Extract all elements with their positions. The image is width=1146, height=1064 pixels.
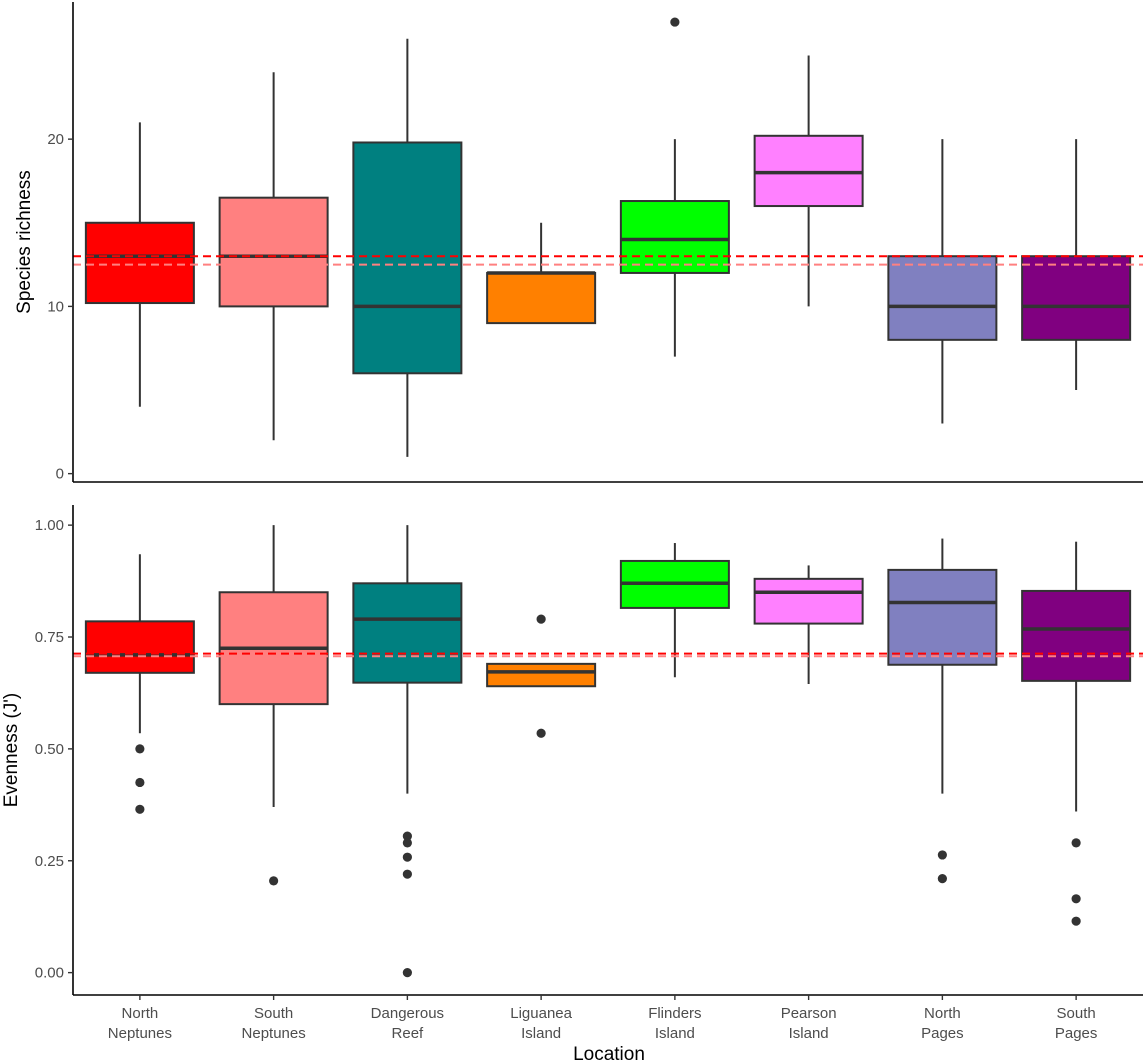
x-tick-label-line: Island xyxy=(521,1025,561,1042)
box-iqr xyxy=(486,271,597,325)
y-tick-label: 0.75 xyxy=(35,629,64,646)
x-tick-label-line: Reef xyxy=(392,1025,425,1042)
box-iqr xyxy=(887,255,998,341)
box-group-5 xyxy=(619,543,730,678)
x-tick-label-line: Flinders xyxy=(648,1005,701,1022)
x-tick-label-line: South xyxy=(1057,1005,1096,1022)
box-group-2 xyxy=(218,525,329,886)
outlier-point xyxy=(402,852,412,862)
box-group-4 xyxy=(486,222,597,325)
box-iqr xyxy=(1021,589,1132,682)
outlier-point xyxy=(536,614,546,624)
box-iqr xyxy=(486,662,597,688)
box-iqr xyxy=(1021,255,1132,341)
x-tick-label: Flinders Island xyxy=(648,1005,701,1042)
x-tick-label: North Neptunes xyxy=(108,1005,172,1042)
y-axis-title: Evenness (J') xyxy=(1,693,22,808)
x-tick-label: Dangerous Reef xyxy=(371,1005,444,1042)
y-axis-title: Species richness xyxy=(14,170,35,314)
box-group-1 xyxy=(84,122,195,407)
x-tick-label-line: Island xyxy=(789,1025,829,1042)
outlier-point xyxy=(402,838,412,848)
x-tick-label: North Pages xyxy=(921,1005,964,1042)
box-iqr xyxy=(84,620,195,674)
y-tick-label: 10 xyxy=(47,298,64,315)
x-tick-label: South Neptunes xyxy=(242,1005,306,1042)
box-group-3 xyxy=(352,525,463,978)
y-tick-label: 0 xyxy=(56,466,64,483)
outlier-point xyxy=(1071,916,1081,926)
outlier-point xyxy=(1071,838,1081,848)
x-tick-label-line: Liguanea xyxy=(510,1005,572,1022)
box-group-6 xyxy=(753,55,864,307)
box-group-2 xyxy=(218,72,329,441)
box-iqr xyxy=(753,577,864,625)
y-tick-label: 0.00 xyxy=(35,965,64,982)
box-group-7 xyxy=(887,139,998,424)
x-tick-label-line: Pages xyxy=(1055,1025,1098,1042)
y-tick-label: 1.00 xyxy=(35,517,64,534)
evenness-panel: 0.00 0.25 0.50 0.75 1.00 Evenness (J') xyxy=(1,505,1143,1000)
box-group-4 xyxy=(486,614,597,738)
outlier-point xyxy=(269,876,279,886)
x-tick-label-line: Island xyxy=(655,1025,695,1042)
x-tick-label-line: Neptunes xyxy=(242,1025,306,1042)
outlier-point xyxy=(937,874,947,884)
x-tick-label-line: Neptunes xyxy=(108,1025,172,1042)
box-group-5 xyxy=(619,17,730,357)
box-iqr xyxy=(218,196,329,308)
box-group-6 xyxy=(753,565,864,684)
x-tick-label: South Pages xyxy=(1055,1005,1098,1042)
box-group-8 xyxy=(1021,541,1132,926)
outlier-point xyxy=(135,744,145,754)
x-tick-label-line: Pearson xyxy=(781,1005,837,1022)
box-iqr xyxy=(84,221,195,305)
species-richness-panel: 0 10 20 Species richness xyxy=(14,2,1143,483)
x-tick-label-line: South xyxy=(254,1005,293,1022)
outlier-point xyxy=(402,869,412,879)
x-axis-category-labels: North Neptunes South Neptunes Dangerous Reef L… xyxy=(108,1005,1098,1042)
x-tick-label-line: Pages xyxy=(921,1025,964,1042)
outlier-point xyxy=(536,728,546,738)
x-tick-label-line: Dangerous xyxy=(371,1005,444,1022)
box-group-3 xyxy=(352,38,463,457)
x-tick-label-line: North xyxy=(122,1005,159,1022)
y-tick-label: 0.25 xyxy=(35,853,64,870)
outlier-point xyxy=(402,831,412,841)
box-group-7 xyxy=(887,538,998,884)
outlier-point xyxy=(402,968,412,978)
y-tick-label: 0.50 xyxy=(35,741,64,758)
box-iqr xyxy=(352,582,463,684)
x-tick-label-line: North xyxy=(924,1005,961,1022)
outlier-point xyxy=(937,850,947,860)
outlier-point xyxy=(1071,894,1081,904)
x-tick-label: Pearson Island xyxy=(781,1005,837,1042)
box-group-1 xyxy=(84,554,195,814)
outlier-point xyxy=(135,777,145,788)
box-iqr xyxy=(352,141,463,375)
outlier-point xyxy=(135,804,145,814)
x-axis-title: Location xyxy=(573,1044,645,1064)
y-tick-label: 20 xyxy=(47,131,64,148)
x-tick-label: Liguanea Island xyxy=(510,1005,572,1042)
box-iqr xyxy=(619,200,730,274)
outlier-point xyxy=(670,17,680,27)
box-iqr xyxy=(887,568,998,666)
